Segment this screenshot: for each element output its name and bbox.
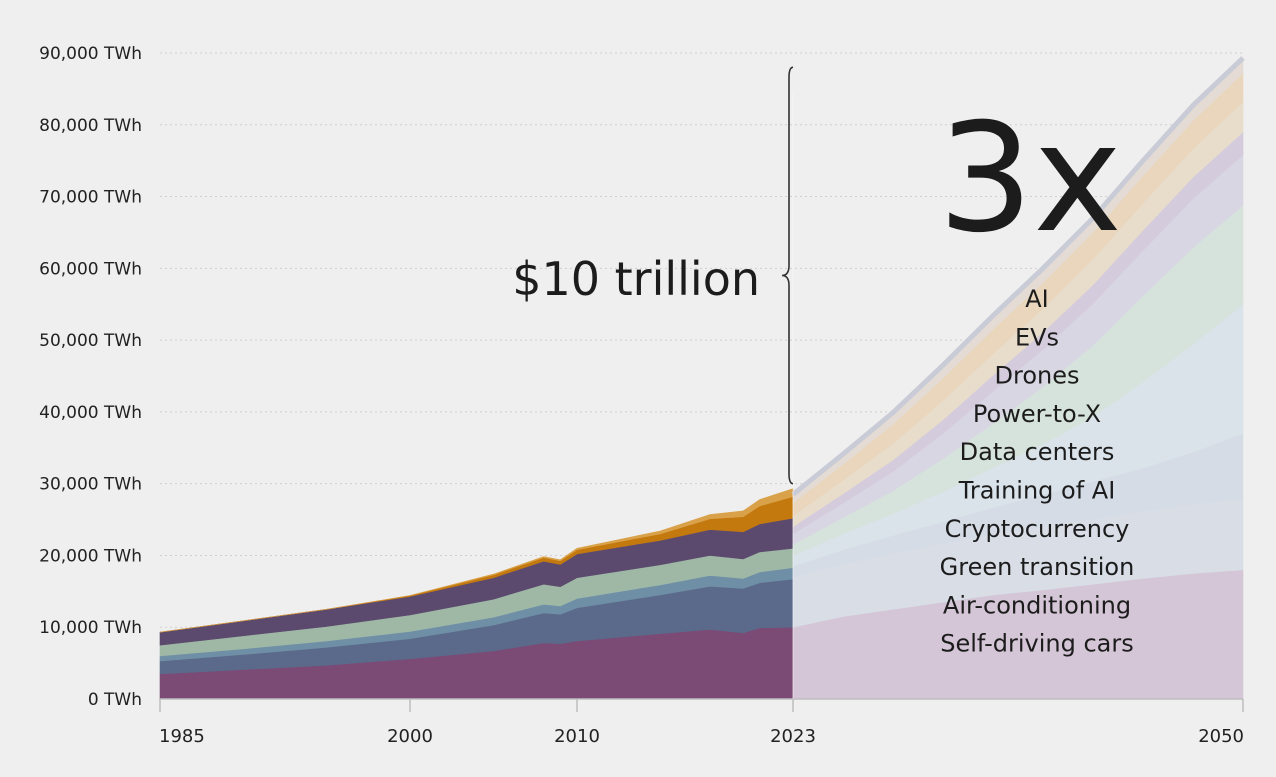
- legend-item: Data centers: [960, 438, 1115, 466]
- x-tick-label: 2010: [554, 726, 600, 747]
- history-areas: [159, 488, 794, 700]
- y-tick-label: 50,000 TWh: [39, 331, 142, 351]
- y-tick-label: 70,000 TWh: [39, 188, 142, 208]
- y-tick-label: 60,000 TWh: [39, 259, 142, 279]
- y-tick-label: 40,000 TWh: [39, 403, 142, 423]
- legend-item: Green transition: [940, 553, 1135, 581]
- multiplier-label: 3x: [938, 92, 1122, 266]
- x-tick-label: 2050: [1198, 726, 1244, 747]
- y-tick-label: 90,000 TWh: [39, 44, 142, 64]
- legend-item: EVs: [1015, 323, 1059, 351]
- legend-item: Training of AI: [958, 477, 1116, 505]
- legend-item: Air-conditioning: [943, 591, 1131, 619]
- investment-label: $10 trillion: [512, 252, 760, 306]
- y-tick-label: 10,000 TWh: [39, 618, 142, 638]
- y-tick-label: 80,000 TWh: [39, 116, 142, 136]
- x-tick-label: 2000: [387, 726, 433, 747]
- y-tick-label: 30,000 TWh: [39, 475, 142, 495]
- y-axis-ticks: 0 TWh 10,000 TWh 20,000 TWh 30,000 TWh 40,00…: [39, 44, 142, 710]
- x-tick-label: 1985: [159, 726, 205, 747]
- x-axis-ticks: 1985 2000 2010 2023 2050: [159, 699, 1244, 747]
- y-tick-label: 0 TWh: [88, 690, 142, 710]
- forecast-outline: [791, 56, 1245, 497]
- legend-item: Power-to-X: [973, 400, 1101, 428]
- legend-item: Self-driving cars: [940, 630, 1133, 658]
- y-tick-label: 20,000 TWh: [39, 546, 142, 566]
- legend-item: Drones: [995, 362, 1080, 390]
- legend-item: Cryptocurrency: [945, 515, 1130, 543]
- annotations: 3x $10 trillion: [512, 66, 1122, 485]
- bracket-icon: [781, 66, 794, 485]
- x-tick-label: 2023: [770, 726, 816, 747]
- legend-item: AI: [1025, 285, 1049, 313]
- axes: [160, 90, 1243, 700]
- forecast-areas: [791, 56, 1245, 700]
- legend: AI EVs Drones Power-to-X Data centers Trainin…: [940, 285, 1135, 658]
